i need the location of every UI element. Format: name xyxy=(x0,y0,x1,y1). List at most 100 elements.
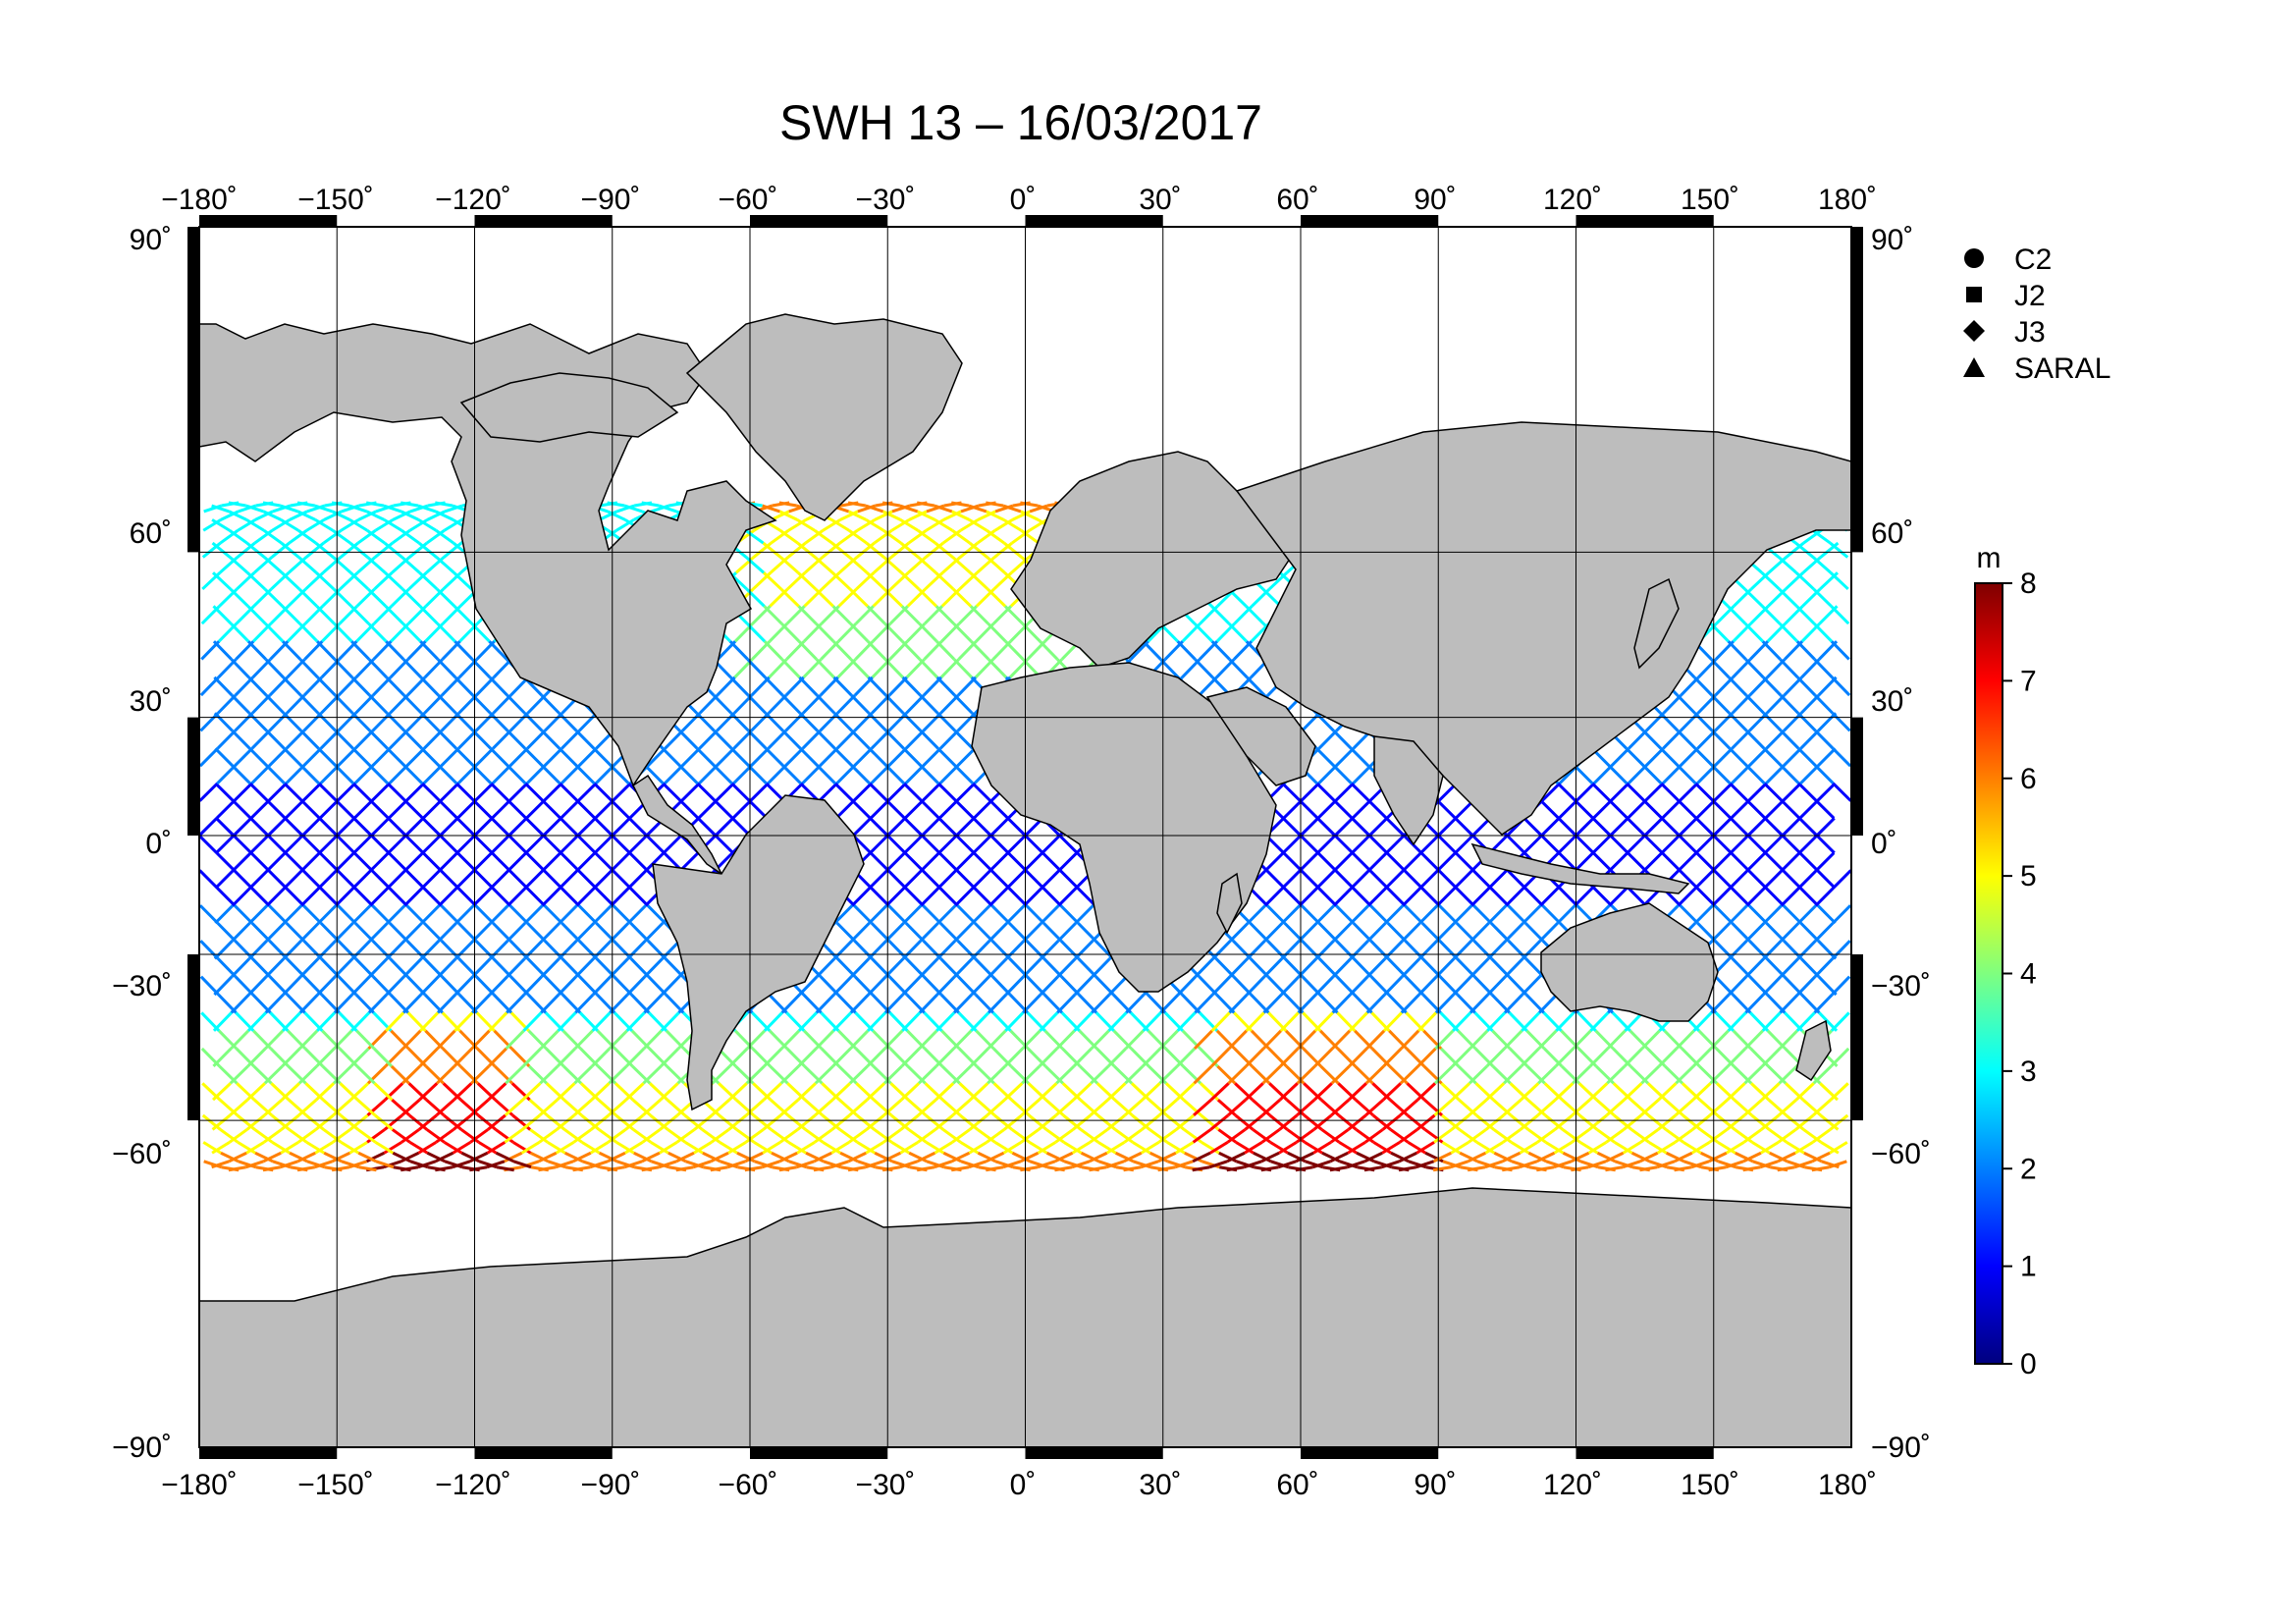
track-segment xyxy=(1715,605,1735,625)
track-segment xyxy=(1767,587,1788,608)
track-segment xyxy=(314,1141,334,1155)
track-segment xyxy=(1235,1141,1255,1155)
track-segment xyxy=(1690,1141,1711,1155)
track-segment xyxy=(419,1011,440,1032)
track-segment xyxy=(1383,975,1404,997)
track-segment xyxy=(1630,1128,1650,1144)
track-segment xyxy=(1193,1064,1213,1085)
track-segment xyxy=(815,658,835,678)
track-segment xyxy=(762,541,782,559)
track-segment xyxy=(1314,940,1335,960)
track-segment xyxy=(768,694,788,715)
track-segment xyxy=(918,658,938,678)
track-segment xyxy=(885,799,906,820)
track-segment xyxy=(713,730,733,750)
track-segment xyxy=(730,747,751,768)
track-segment xyxy=(389,957,409,978)
australia xyxy=(1540,902,1719,1022)
track-segment xyxy=(1561,1098,1581,1117)
track-segment xyxy=(819,712,839,732)
track-segment xyxy=(507,922,526,943)
track-segment xyxy=(1814,922,1835,943)
track-segment xyxy=(201,1113,222,1131)
track-segment xyxy=(371,747,392,768)
track-segment xyxy=(453,1082,473,1102)
track-segment xyxy=(796,541,817,559)
track-segment xyxy=(1062,1141,1083,1155)
track-segment xyxy=(354,957,375,978)
track-segment xyxy=(1799,887,1819,907)
track-segment xyxy=(1299,834,1319,854)
track-segment xyxy=(1330,1064,1351,1085)
track-segment xyxy=(610,765,630,785)
track-segment xyxy=(955,834,976,854)
track-segment xyxy=(1281,869,1302,890)
track-segment xyxy=(835,765,856,785)
track-segment xyxy=(1023,922,1042,943)
track-segment xyxy=(1487,940,1508,960)
track-segment xyxy=(524,817,545,838)
track-segment xyxy=(1469,957,1490,978)
track-segment xyxy=(1194,658,1214,678)
track-segment xyxy=(251,694,272,715)
track-segment xyxy=(542,851,561,872)
track-segment xyxy=(393,501,411,508)
track-segment xyxy=(471,957,492,978)
track-segment xyxy=(1627,851,1647,872)
track-segment xyxy=(890,1141,911,1155)
track-segment xyxy=(954,887,975,907)
track-segment xyxy=(1420,922,1441,943)
track-segment xyxy=(1331,1029,1352,1051)
central-america xyxy=(632,774,723,877)
track-segment xyxy=(1591,817,1612,838)
track-segment xyxy=(539,1064,560,1085)
track-segment xyxy=(1434,994,1455,1014)
track-segment xyxy=(199,869,219,890)
track-segment xyxy=(232,799,252,820)
track-segment xyxy=(884,694,905,715)
track-segment xyxy=(1606,1029,1627,1051)
track-segment xyxy=(543,940,563,960)
track-segment xyxy=(351,904,372,925)
track-segment xyxy=(745,556,766,574)
track-segment xyxy=(1365,994,1386,1014)
track-segment xyxy=(817,765,837,785)
track-segment xyxy=(1574,799,1594,820)
track-segment xyxy=(951,529,971,545)
track-segment xyxy=(869,834,889,854)
track-segment xyxy=(1732,622,1752,643)
track-segment xyxy=(884,922,905,943)
track-segment xyxy=(698,694,719,715)
legend-label: C2 xyxy=(2014,243,2052,276)
track-segment xyxy=(796,1113,817,1131)
track-segment xyxy=(797,640,818,661)
track-segment xyxy=(285,730,305,750)
track-segment xyxy=(1712,799,1733,820)
track-segment xyxy=(1769,1151,1789,1163)
track-segment xyxy=(1368,817,1388,838)
track-segment xyxy=(1748,940,1769,960)
track-segment xyxy=(1786,1141,1805,1155)
track-segment xyxy=(336,782,356,802)
track-segment xyxy=(849,1029,870,1051)
track-segment xyxy=(993,1141,1014,1155)
track-segment xyxy=(340,1141,360,1155)
track-segment xyxy=(215,817,236,838)
track-segment xyxy=(1540,817,1561,838)
track-segment xyxy=(1037,1160,1056,1169)
track-segment xyxy=(916,1165,935,1172)
track-segment xyxy=(1407,1141,1426,1155)
square-icon xyxy=(1966,287,1982,302)
track-segment xyxy=(814,1098,834,1117)
track-segment xyxy=(1398,1151,1417,1163)
track-segment xyxy=(590,1082,611,1102)
track-segment xyxy=(1210,640,1231,661)
track-segment xyxy=(1228,994,1249,1014)
track-segment xyxy=(520,1141,541,1155)
track-segment xyxy=(214,904,235,925)
track-segment xyxy=(787,518,807,532)
track-segment xyxy=(460,1128,480,1144)
track-segment xyxy=(214,747,235,768)
track-segment xyxy=(1522,904,1542,925)
track-segment xyxy=(1334,747,1355,768)
